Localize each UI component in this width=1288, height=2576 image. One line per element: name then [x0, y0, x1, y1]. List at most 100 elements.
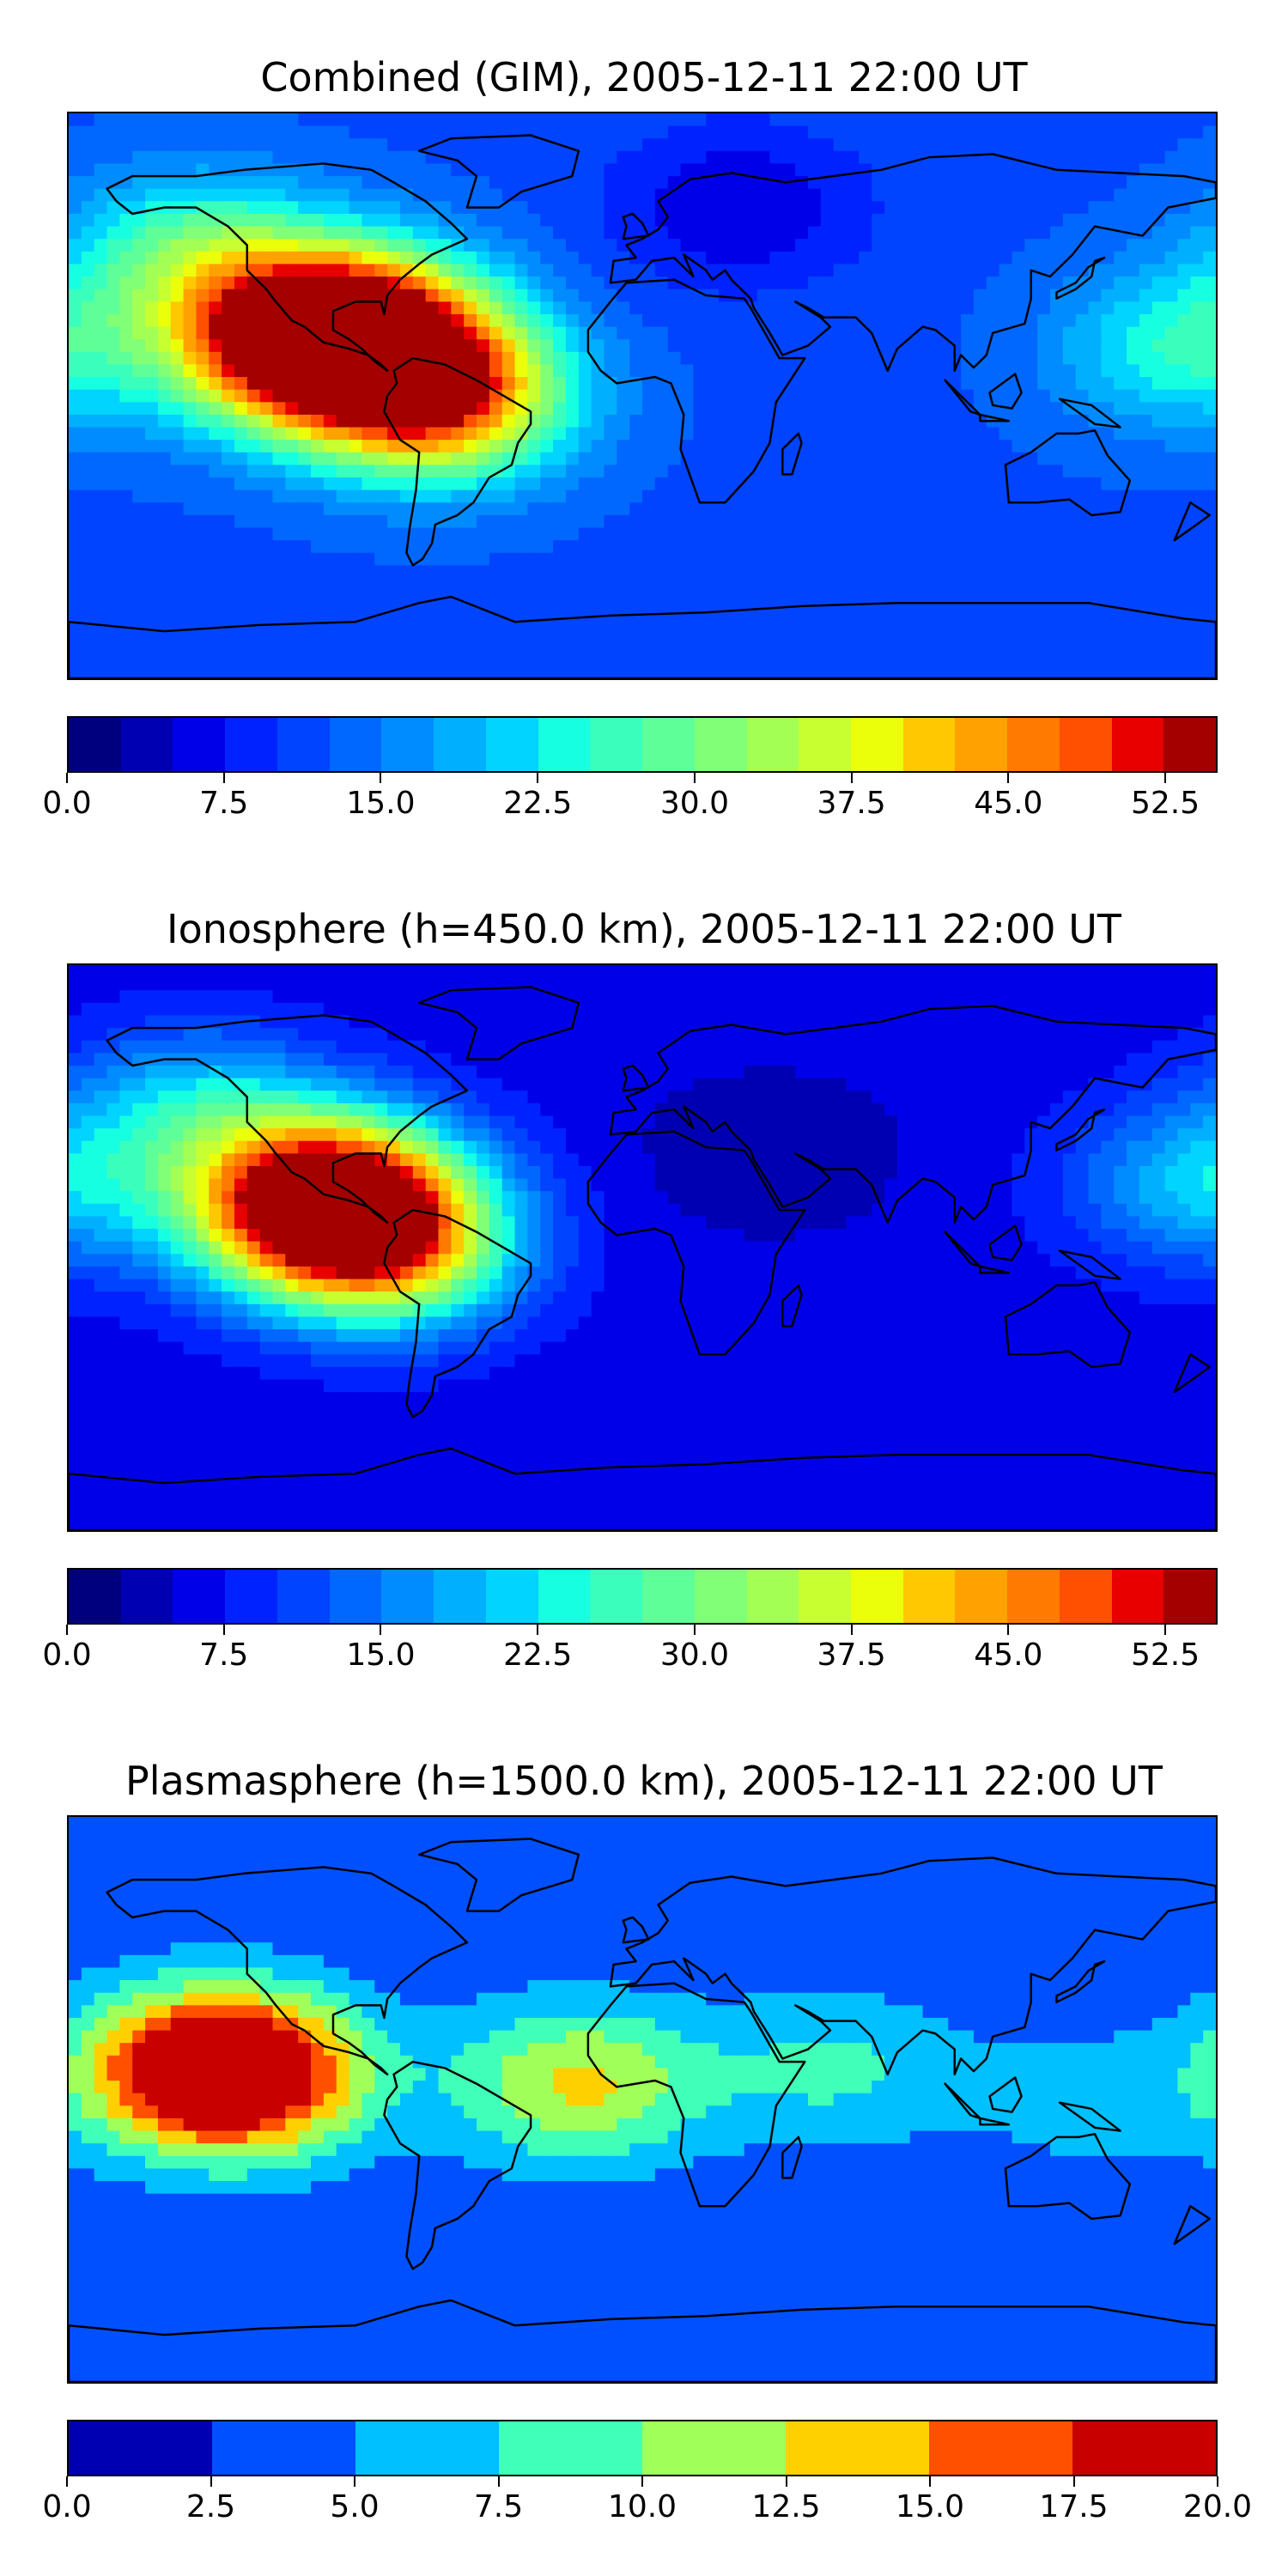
contour-cell: [935, 138, 949, 152]
contour-cell: [565, 201, 580, 215]
contour-cell: [922, 965, 937, 979]
contour-cell: [145, 163, 159, 177]
contour-cell: [604, 527, 617, 541]
contour-cell: [986, 1002, 1000, 1017]
contour-cell: [807, 653, 822, 666]
contour-cell: [349, 176, 363, 190]
contour-cell: [565, 977, 580, 991]
contour-cell: [1050, 351, 1064, 366]
contour-cell: [145, 301, 159, 315]
contour-cell: [604, 427, 617, 440]
contour-cell: [807, 578, 822, 592]
contour-cell: [387, 1040, 401, 1054]
contour-cell: [706, 226, 720, 240]
contour-cell: [81, 289, 95, 302]
contour-cell: [591, 226, 605, 240]
contour-cell: [654, 540, 669, 554]
contour-cell: [157, 1002, 172, 1017]
contour-cell: [272, 552, 286, 566]
contour-cell: [1203, 251, 1216, 265]
contour-cell: [935, 226, 949, 240]
contour-cell: [591, 990, 605, 1004]
contour-cell: [323, 628, 337, 641]
contour-cell: [464, 628, 477, 641]
contour-cell: [642, 150, 656, 165]
contour-cell: [170, 251, 185, 265]
contour-cell: [399, 163, 414, 177]
contour-cell: [909, 477, 924, 491]
contour-cell: [604, 414, 617, 428]
contour-cell: [604, 477, 617, 491]
contour-cell: [846, 641, 860, 654]
contour-cell: [896, 552, 911, 566]
contour-cell: [489, 1040, 503, 1054]
contour-cell: [1151, 565, 1166, 579]
contour-cell: [948, 641, 962, 654]
contour-cell: [285, 176, 299, 190]
contour-cell: [935, 201, 949, 215]
contour-cell: [170, 1065, 185, 1079]
contour-cell: [323, 125, 337, 139]
contour-cell: [667, 427, 682, 440]
contour-cell: [1075, 477, 1090, 491]
contour-cell: [399, 377, 414, 391]
contour-cell: [1101, 653, 1115, 666]
contour-cell: [833, 452, 848, 466]
contour-cell: [464, 264, 477, 277]
contour-cell: [1190, 578, 1204, 592]
contour-cell: [617, 1015, 630, 1029]
contour-cell: [311, 1002, 325, 1017]
contour-cell: [948, 440, 962, 453]
contour-cell: [259, 552, 274, 566]
contour-cell: [209, 615, 222, 629]
contour-cell: [425, 377, 440, 391]
contour-cell: [425, 226, 440, 240]
contour-cell: [1164, 414, 1179, 428]
contour-cell: [1037, 1078, 1051, 1091]
contour-cell: [744, 452, 758, 466]
contour-cell: [680, 402, 694, 416]
contour-cell: [501, 264, 516, 277]
contour-cell: [667, 578, 682, 592]
contour-cell: [540, 213, 554, 228]
contour-cell: [336, 213, 350, 228]
contour-cell: [1024, 514, 1038, 529]
contour-cell: [654, 239, 669, 252]
contour-cell: [157, 990, 172, 1004]
contour-cell: [719, 590, 732, 604]
contour-cell: [1012, 489, 1025, 503]
contour-cell: [527, 163, 541, 177]
contour-cell: [719, 364, 732, 378]
contour-cell: [387, 201, 401, 215]
contour-cell: [604, 251, 617, 265]
contour-cell: [1177, 1002, 1191, 1017]
contour-cell: [540, 289, 554, 302]
contour-cell: [514, 351, 528, 366]
contour-cell: [451, 339, 465, 353]
contour-cell: [617, 603, 630, 617]
contour-cell: [1088, 578, 1102, 592]
contour-cell: [1012, 289, 1025, 302]
contour-cell: [119, 188, 133, 202]
contour-cell: [285, 251, 299, 265]
contour-cell: [438, 226, 452, 240]
contour-cell: [69, 301, 82, 315]
contour-cell: [285, 226, 299, 240]
contour-cell: [209, 590, 222, 604]
contour-cell: [909, 965, 924, 979]
contour-cell: [617, 977, 630, 991]
contour-cell: [183, 301, 197, 315]
contour-cell: [451, 313, 465, 328]
contour-cell: [795, 665, 809, 678]
contour-cell: [1139, 590, 1153, 604]
contour-cell: [667, 641, 682, 654]
contour-cell: [731, 578, 745, 592]
contour-cell: [872, 226, 885, 240]
contour-cell: [412, 213, 427, 228]
contour-cell: [540, 1078, 554, 1091]
contour-cell: [477, 977, 490, 991]
contour-cell: [667, 402, 682, 416]
contour-cell: [323, 364, 337, 378]
contour-cell: [246, 402, 261, 416]
contour-cell: [617, 1078, 630, 1091]
